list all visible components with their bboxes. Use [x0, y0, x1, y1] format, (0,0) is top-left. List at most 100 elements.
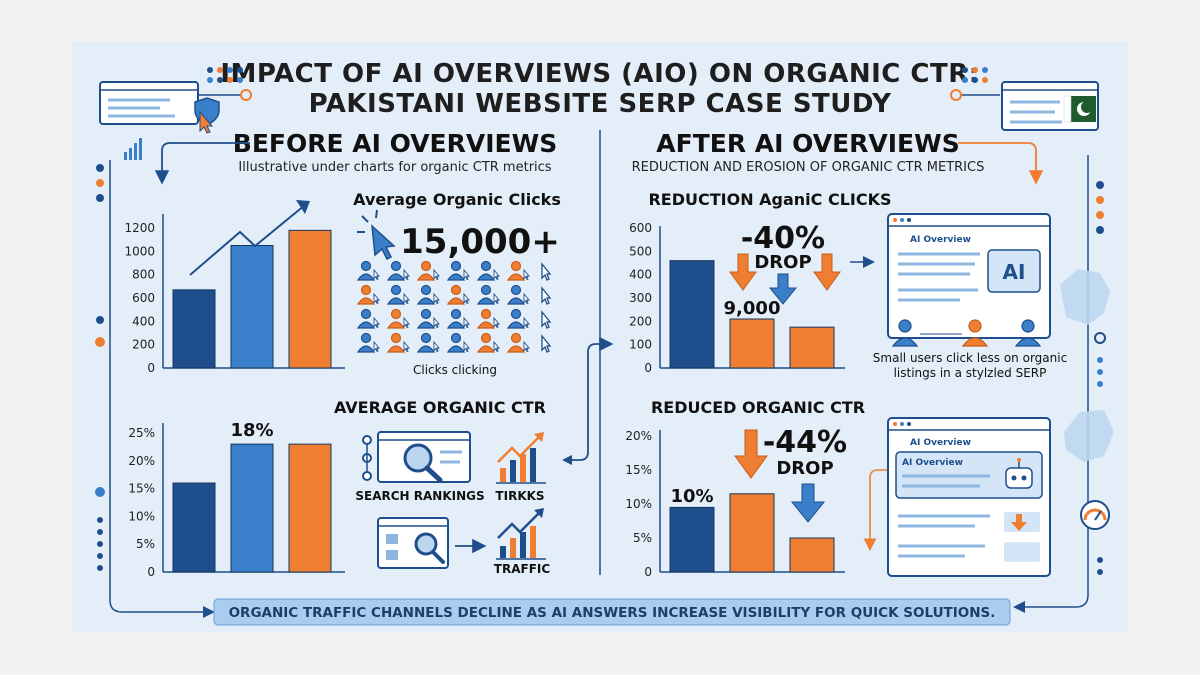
serp-window-2: AI Overview AI Overview — [887, 417, 1051, 577]
bar-2 — [230, 245, 274, 369]
y-tick-label: 600 — [629, 221, 652, 235]
after-subheading: REDUCTION AND EROSION OF ORGANIC CTR MET… — [632, 160, 985, 175]
down-arrow-icon — [729, 253, 841, 305]
user-icon — [416, 260, 440, 281]
serp-label-2: AI Overview — [910, 438, 971, 448]
ctr-drop-word: DROP — [776, 458, 833, 479]
y-tick-label: 100 — [629, 338, 652, 352]
bar-2 — [230, 443, 274, 573]
decor-dots-top-left — [180, 67, 252, 101]
before-subheading: Illustrative under charts for organic CT… — [238, 160, 551, 175]
y-tick-label: 15% — [128, 482, 155, 496]
before-heading: BEFORE AI OVERVIEWS — [233, 129, 557, 158]
y-tick-label: 15% — [625, 463, 652, 477]
user-icon — [386, 308, 410, 329]
y-tick-label: 0 — [644, 361, 652, 375]
chart-title: REDUCED ORGANIC CTR — [651, 398, 865, 417]
user-icon — [506, 284, 530, 305]
user-icon — [476, 284, 500, 305]
y-tick-label: 400 — [132, 314, 155, 328]
chart-title: AVERAGE ORGANIC CTR — [334, 398, 546, 417]
hand-cursor-icon — [541, 262, 552, 281]
signal-bars-icon — [124, 138, 142, 160]
y-tick-label: 5% — [633, 531, 652, 545]
user-icon — [446, 308, 470, 329]
down-arrow-icon-2 — [734, 429, 826, 523]
traffic-chart-icon — [496, 508, 546, 560]
user-icon — [476, 308, 500, 329]
trend-arrow — [189, 204, 306, 276]
user-icon — [506, 308, 530, 329]
pakistan-flag-icon — [1063, 95, 1096, 123]
chart-average-organic-ctr: AVERAGE ORGANIC CTR 0 5% 10% 15% 20% 25% 18% — [128, 398, 546, 579]
hand-cursor-icon — [541, 310, 552, 329]
clicks-drop-value: -40% — [741, 221, 825, 256]
bar-1 — [669, 506, 715, 573]
serp-caption-line-2: listings in a stylzled SERP — [894, 366, 1047, 380]
y-tick-label: 600 — [132, 291, 155, 305]
y-tick-label: 5% — [136, 537, 155, 551]
bar-3 — [288, 229, 332, 369]
y-tick-label: 0 — [644, 565, 652, 579]
left-side-connector — [95, 160, 215, 618]
data-label: 9,000 — [724, 298, 781, 319]
browser-window-icon — [99, 81, 199, 125]
gauge-icon — [1080, 500, 1110, 530]
magnifier-icon — [403, 443, 443, 483]
serp-ai-badge: AI — [1003, 260, 1026, 284]
serp-label: AI Overview — [910, 235, 971, 245]
bar-3 — [789, 326, 835, 369]
serp-side-arrow — [863, 469, 888, 552]
y-tick-label: 20% — [625, 429, 652, 443]
trend-arrowhead — [296, 200, 310, 214]
serp-caption-line-1: Small users click less on organic — [873, 351, 1067, 365]
icon-label-search-rankings: SEARCH RANKINGS — [355, 489, 484, 503]
bottom-banner — [213, 598, 1011, 626]
user-icon — [386, 260, 410, 281]
center-connector-head — [562, 455, 572, 465]
data-label: 18% — [230, 420, 273, 441]
cursor-icon — [199, 110, 214, 134]
y-tick-label: 200 — [629, 314, 652, 328]
user-icon — [416, 284, 440, 305]
bar-3 — [789, 537, 835, 573]
bar-1 — [172, 482, 216, 573]
trend-chart-icon — [496, 432, 546, 484]
y-tick-label: 200 — [132, 338, 155, 352]
user-icons — [891, 319, 1042, 347]
y-tick-label: 25% — [128, 426, 155, 440]
right-side-connector — [1013, 155, 1106, 613]
y-tick-label: 20% — [128, 454, 155, 468]
chart-reduced-organic-ctr: REDUCED ORGANIC CTR 0 5% 10% 15% 20% 10% — [625, 398, 865, 579]
y-tick-label: 0 — [147, 565, 155, 579]
center-connector — [566, 336, 614, 461]
bar-2 — [729, 493, 775, 573]
data-label: 10% — [670, 486, 713, 507]
y-tick-label: 800 — [132, 268, 155, 282]
after-heading: AFTER AI OVERVIEWS — [656, 129, 959, 158]
user-icon — [506, 332, 530, 353]
user-icon — [356, 260, 380, 281]
clicks-caption: Clicks clicking — [413, 363, 497, 377]
y-tick-label: 0 — [147, 361, 155, 375]
hand-cursor-icon — [541, 334, 552, 353]
user-icon — [386, 332, 410, 353]
user-icon — [446, 284, 470, 305]
chart-title: REDUCTION AganiC CLICKS — [648, 190, 891, 209]
user-icon — [416, 308, 440, 329]
user-icon — [356, 308, 380, 329]
ctr-drop-value: -44% — [763, 425, 847, 460]
user-icon — [476, 260, 500, 281]
y-tick-label: 10% — [625, 497, 652, 511]
after-heading-arrow — [958, 142, 1044, 185]
clicks-stat: 15,000+ — [400, 222, 560, 262]
chart-reduction-clicks: REDUCTION AganiC CLICKS 0 100 200 300 400 500… — [629, 190, 891, 375]
bar-1 — [669, 260, 715, 369]
hand-cursor-icon — [541, 286, 552, 305]
users-grid — [356, 260, 552, 353]
user-icon — [476, 332, 500, 353]
icon-label-tirkks: TIRKKS — [495, 489, 544, 503]
clicks-drop-word: DROP — [754, 252, 811, 273]
user-icon — [446, 332, 470, 353]
